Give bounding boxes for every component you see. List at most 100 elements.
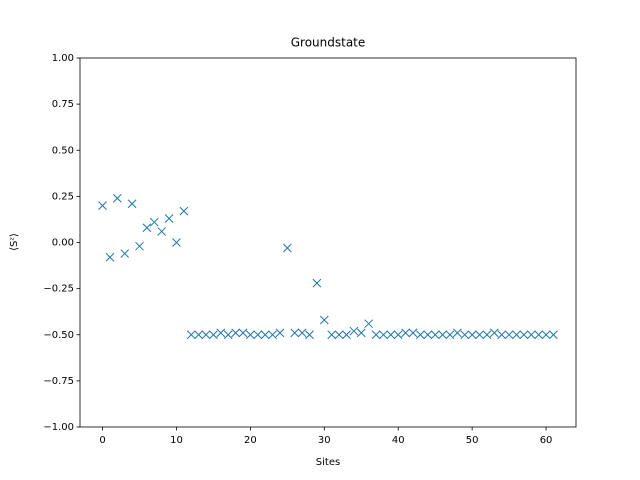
marker-stroke <box>445 330 455 340</box>
marker-stroke <box>238 328 248 338</box>
point <box>519 330 529 340</box>
y-tick-label: −0.75 <box>43 376 74 387</box>
point <box>275 328 285 338</box>
point <box>438 330 447 340</box>
point <box>489 328 499 338</box>
point <box>260 330 270 340</box>
marker-stroke <box>157 227 167 236</box>
point <box>201 330 211 340</box>
point <box>371 330 381 340</box>
point <box>327 330 337 340</box>
marker-stroke <box>312 278 322 288</box>
point <box>416 330 425 340</box>
point <box>393 330 403 340</box>
y-tick-label: 0.75 <box>52 99 74 110</box>
x-tick-label: 40 <box>392 435 405 446</box>
x-axis-label: Sites <box>316 457 340 468</box>
point <box>401 328 410 338</box>
point <box>453 328 462 338</box>
marker-stroke <box>172 238 181 247</box>
point <box>105 252 115 262</box>
marker-stroke <box>541 330 551 340</box>
y-axis-label: ⟨Sᶻ⟩ <box>9 233 20 251</box>
point <box>342 330 351 340</box>
point <box>541 330 551 340</box>
marker-stroke <box>489 328 499 338</box>
marker-stroke <box>179 206 189 216</box>
point <box>223 330 233 340</box>
point <box>172 238 181 247</box>
marker-stroke <box>216 328 226 338</box>
marker-stroke <box>105 252 115 262</box>
marker-stroke <box>349 326 359 336</box>
point <box>512 330 521 340</box>
point <box>282 243 292 253</box>
point <box>164 214 174 223</box>
marker-stroke <box>201 330 211 340</box>
point <box>231 328 240 338</box>
point <box>430 330 440 340</box>
point <box>268 330 277 340</box>
marker-stroke <box>246 330 255 340</box>
marker-stroke <box>526 330 536 340</box>
marker-stroke <box>364 319 374 329</box>
point <box>379 330 388 340</box>
point <box>504 330 514 340</box>
marker-stroke <box>290 328 300 338</box>
marker-stroke <box>149 217 159 227</box>
marker-stroke <box>460 330 470 340</box>
marker-stroke <box>142 223 152 233</box>
plot-frame <box>79 57 577 428</box>
y-tick-label: 0.50 <box>52 145 74 156</box>
chart-title: Groundstate <box>291 36 366 50</box>
marker-stroke <box>194 330 203 340</box>
marker-stroke <box>127 199 137 209</box>
marker-stroke <box>438 330 447 340</box>
point <box>534 330 544 340</box>
marker-stroke <box>453 328 462 338</box>
point <box>209 330 218 340</box>
point <box>386 330 396 340</box>
point <box>290 328 300 338</box>
marker-stroke <box>408 328 418 338</box>
marker-stroke <box>497 330 507 340</box>
marker-stroke <box>356 328 366 338</box>
point <box>238 328 248 338</box>
point <box>445 330 455 340</box>
point <box>482 330 492 340</box>
marker-stroke <box>475 330 484 340</box>
x-tick-label: 20 <box>244 435 257 446</box>
marker-stroke <box>253 330 263 340</box>
y-tick-label: 1.00 <box>52 53 74 64</box>
marker-stroke <box>386 330 396 340</box>
marker-stroke <box>268 330 277 340</box>
marker-stroke <box>305 330 314 340</box>
point <box>246 330 255 340</box>
marker-stroke <box>379 330 388 340</box>
y-tick-label: −1.00 <box>43 422 74 433</box>
marker-stroke <box>549 330 558 340</box>
point <box>497 330 507 340</box>
marker-stroke <box>282 243 292 253</box>
marker-stroke <box>209 330 218 340</box>
x-tick-label: 50 <box>466 435 479 446</box>
marker-stroke <box>135 241 144 251</box>
point <box>423 330 433 340</box>
point <box>549 330 558 340</box>
marker-stroke <box>334 330 344 340</box>
point <box>305 330 314 340</box>
marker-stroke <box>482 330 492 340</box>
point <box>460 330 470 340</box>
marker-stroke <box>260 330 270 340</box>
point <box>334 330 344 340</box>
point <box>149 217 159 227</box>
marker-stroke <box>504 330 514 340</box>
x-tick-label: 30 <box>318 435 331 446</box>
point <box>297 328 307 338</box>
marker-stroke <box>534 330 544 340</box>
marker-stroke <box>512 330 521 340</box>
point <box>194 330 203 340</box>
point <box>526 330 536 340</box>
point <box>98 201 107 210</box>
